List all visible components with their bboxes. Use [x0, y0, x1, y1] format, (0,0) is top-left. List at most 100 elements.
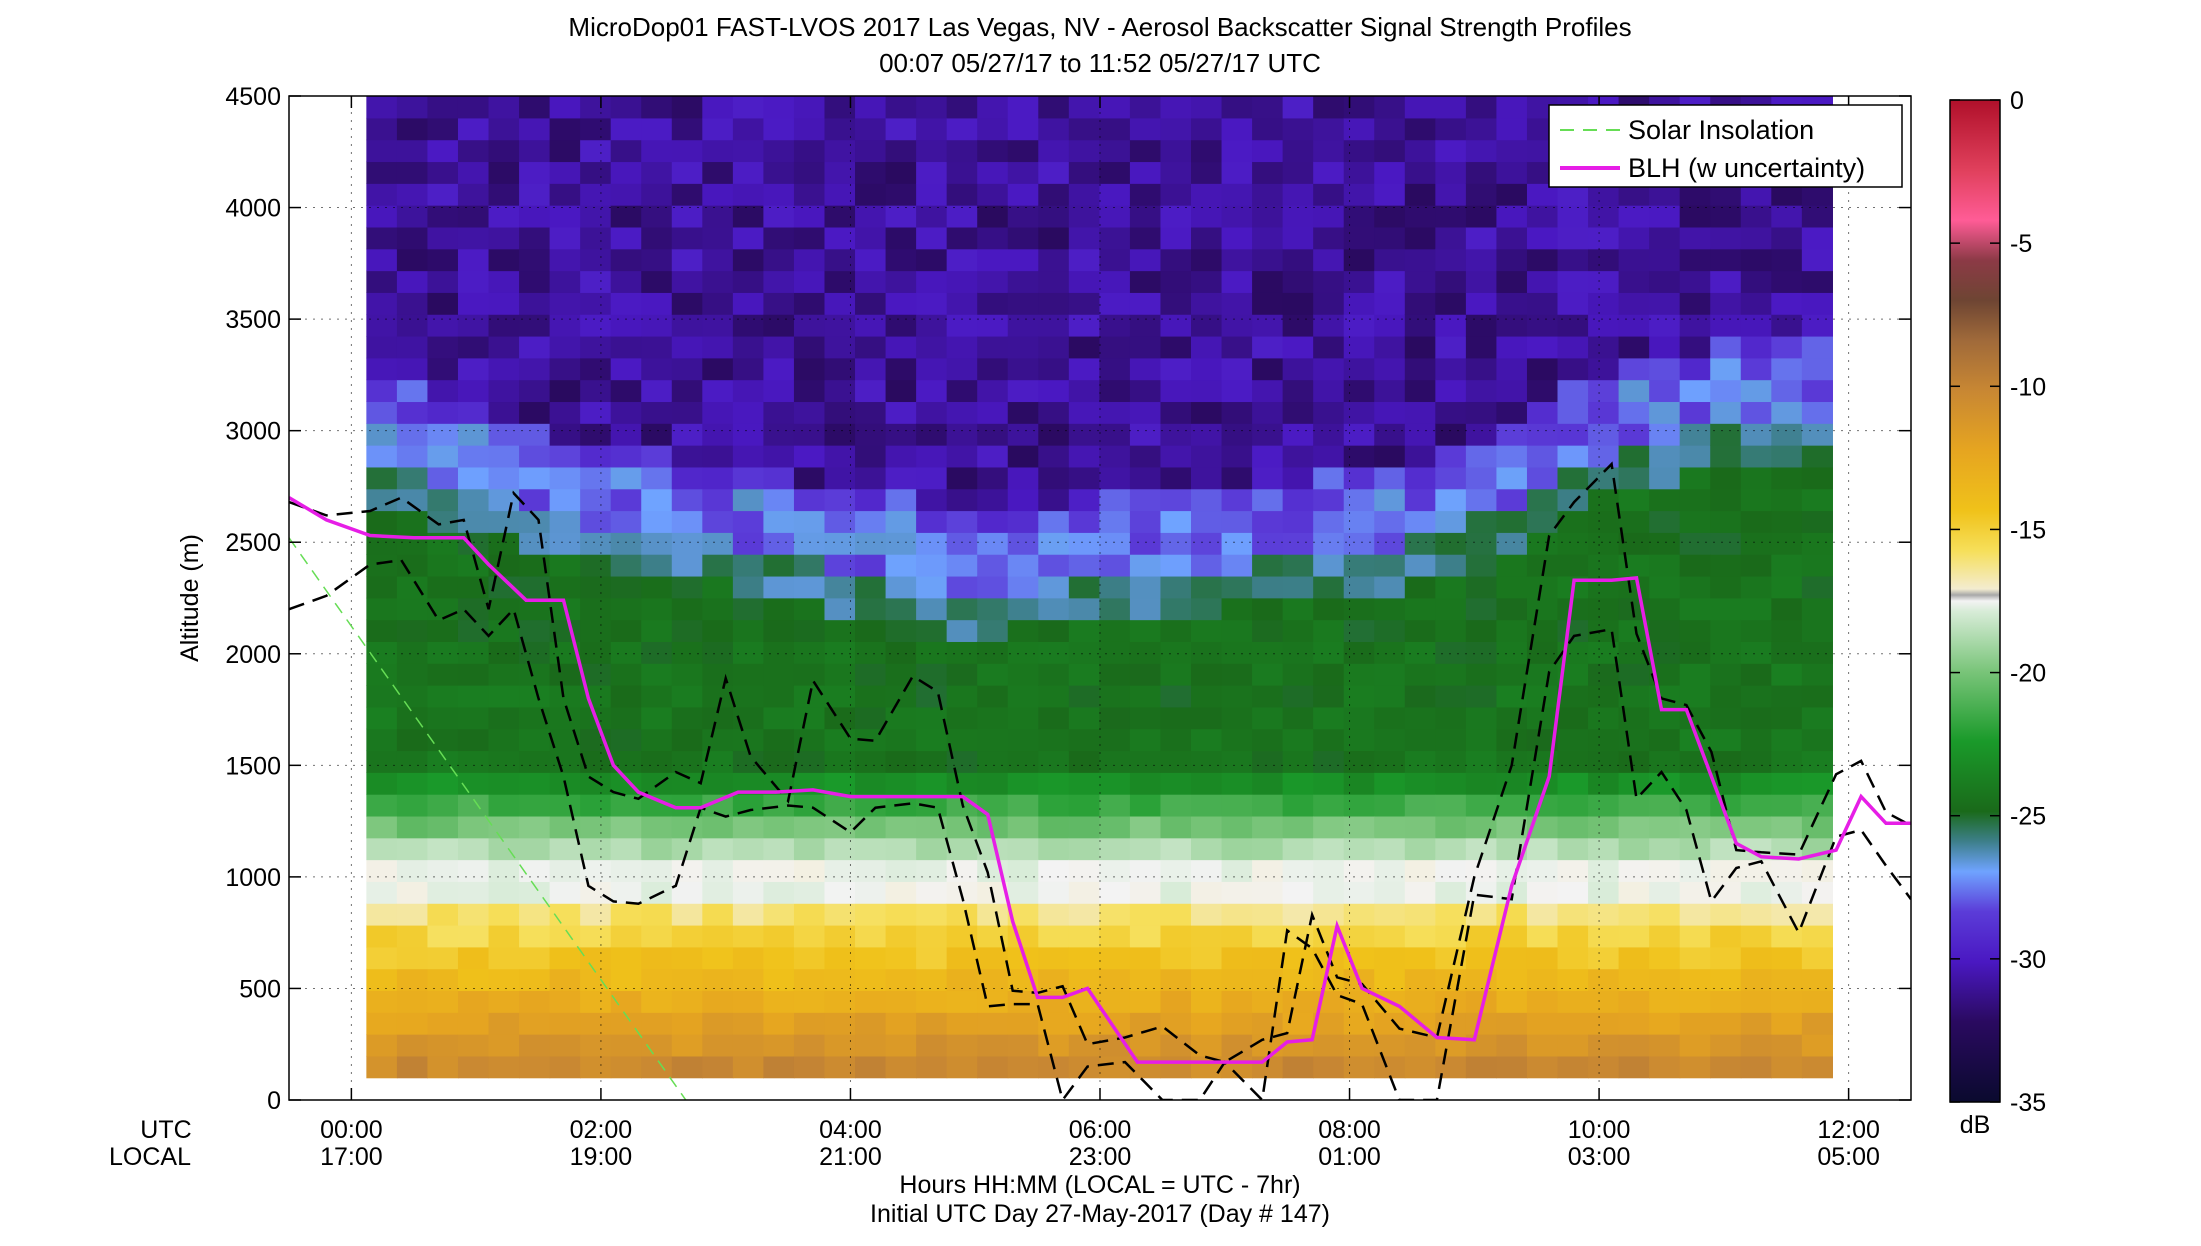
heatmap-cell — [1649, 924, 1681, 948]
heatmap-cell — [457, 401, 490, 424]
heatmap-cell — [671, 423, 703, 446]
heatmap-cell — [732, 466, 765, 490]
heatmap-cell — [1771, 445, 1803, 468]
heatmap-cell — [1740, 685, 1772, 708]
heatmap-cell — [793, 270, 826, 293]
heatmap-cell — [1282, 466, 1314, 490]
profile-lines — [289, 461, 1911, 1100]
heatmap-cell — [1252, 161, 1284, 184]
heatmap-cell — [427, 728, 459, 752]
heatmap-cell — [1649, 1034, 1681, 1057]
heatmap-cell — [610, 205, 642, 228]
heatmap-cell — [732, 445, 765, 468]
heatmap-cell — [1465, 488, 1498, 512]
heatmap-cell — [396, 1034, 429, 1057]
heatmap-cell — [1649, 903, 1681, 926]
heatmap-cell — [519, 575, 551, 599]
heatmap-cell — [1313, 379, 1345, 403]
heatmap-cell — [1007, 335, 1039, 359]
heatmap-cell — [1221, 706, 1253, 730]
heatmap-cell — [610, 837, 642, 861]
heatmap-cell — [457, 510, 490, 533]
heatmap-cell — [1007, 990, 1039, 1013]
heatmap-cell — [1343, 314, 1375, 337]
heatmap-cell — [702, 728, 734, 752]
heatmap-cell — [763, 1034, 795, 1057]
heatmap-cell — [1374, 96, 1406, 119]
heatmap-cell — [488, 685, 520, 708]
heatmap-cell — [366, 794, 398, 817]
heatmap-cell — [457, 488, 490, 512]
heatmap-cell — [1801, 488, 1833, 512]
heatmap-cell — [1191, 575, 1223, 599]
heatmap-cell — [1710, 1034, 1742, 1057]
heatmap-cell — [1160, 815, 1192, 839]
heatmap-cell — [1099, 96, 1131, 119]
heatmap-cell — [427, 117, 459, 141]
heatmap-cell — [1404, 1055, 1436, 1079]
heatmap-cell — [1374, 837, 1406, 861]
heatmap-cell — [763, 205, 795, 228]
heatmap-cell — [1374, 183, 1406, 206]
heatmap-cell — [1649, 641, 1681, 664]
heatmap-cell — [366, 445, 398, 468]
heatmap-cell — [549, 1034, 581, 1057]
blh-line — [289, 496, 1911, 1064]
heatmap-cell — [1160, 466, 1192, 490]
heatmap-cell — [793, 706, 826, 730]
heatmap-cell — [824, 619, 856, 642]
heatmap-cell — [488, 292, 520, 315]
heatmap-cell — [702, 1055, 734, 1079]
heatmap-cell — [519, 466, 551, 490]
heatmap-cell — [977, 423, 1009, 446]
heatmap-cell — [732, 117, 765, 141]
heatmap-cell — [488, 117, 520, 141]
heatmap-cell — [488, 946, 520, 970]
heatmap-cell — [1740, 183, 1772, 206]
heatmap-cell — [366, 1012, 398, 1035]
heatmap-cell — [702, 554, 734, 577]
heatmap-cell — [366, 96, 398, 119]
heatmap-cell — [396, 554, 429, 577]
heatmap-cell — [1282, 946, 1314, 970]
heatmap-cell — [1129, 401, 1162, 424]
heatmap-cell — [763, 685, 795, 708]
heatmap-cell — [641, 728, 673, 752]
heatmap-cell — [549, 575, 581, 599]
heatmap-cell — [1221, 946, 1253, 970]
heatmap-cell — [1465, 706, 1498, 730]
heatmap-cell — [610, 139, 642, 163]
heatmap-cell — [824, 139, 856, 163]
heatmap-cell — [1343, 401, 1375, 424]
heatmap-cell — [1221, 597, 1253, 621]
colorbar-tick-label: -20 — [2010, 660, 2046, 688]
heatmap-cell — [855, 859, 887, 882]
heatmap-cell — [610, 924, 642, 948]
heatmap-cell — [457, 728, 490, 752]
heatmap-cell — [793, 1034, 826, 1057]
heatmap-cell — [1465, 466, 1498, 490]
heatmap-cell — [1068, 597, 1100, 621]
heatmap-cell — [1496, 335, 1528, 359]
heatmap-cell — [396, 226, 429, 250]
heatmap-cell — [1343, 161, 1375, 184]
heatmap-cell — [1801, 554, 1833, 577]
heatmap-cell — [1374, 597, 1406, 621]
heatmap-cell — [1465, 1055, 1498, 1079]
heatmap-cell — [1252, 357, 1284, 381]
heatmap-cell — [1221, 750, 1253, 773]
heatmap-cell — [916, 924, 948, 948]
heatmap-cell — [732, 1055, 765, 1079]
heatmap-cell — [1160, 859, 1192, 882]
heatmap-cell — [1435, 117, 1467, 141]
heatmap-cell — [1526, 859, 1559, 882]
heatmap-cell — [1496, 532, 1528, 555]
heatmap-cell — [1404, 117, 1436, 141]
heatmap-cell — [732, 619, 765, 642]
colorbar-ticks: 0-5-10-15-20-25-30-35 — [1950, 87, 2046, 1117]
heatmap-cell — [366, 401, 398, 424]
heatmap-cell — [946, 96, 978, 119]
heatmap-cell — [1649, 728, 1681, 752]
heatmap-cell — [1313, 357, 1345, 381]
heatmap-cell — [1801, 968, 1833, 992]
